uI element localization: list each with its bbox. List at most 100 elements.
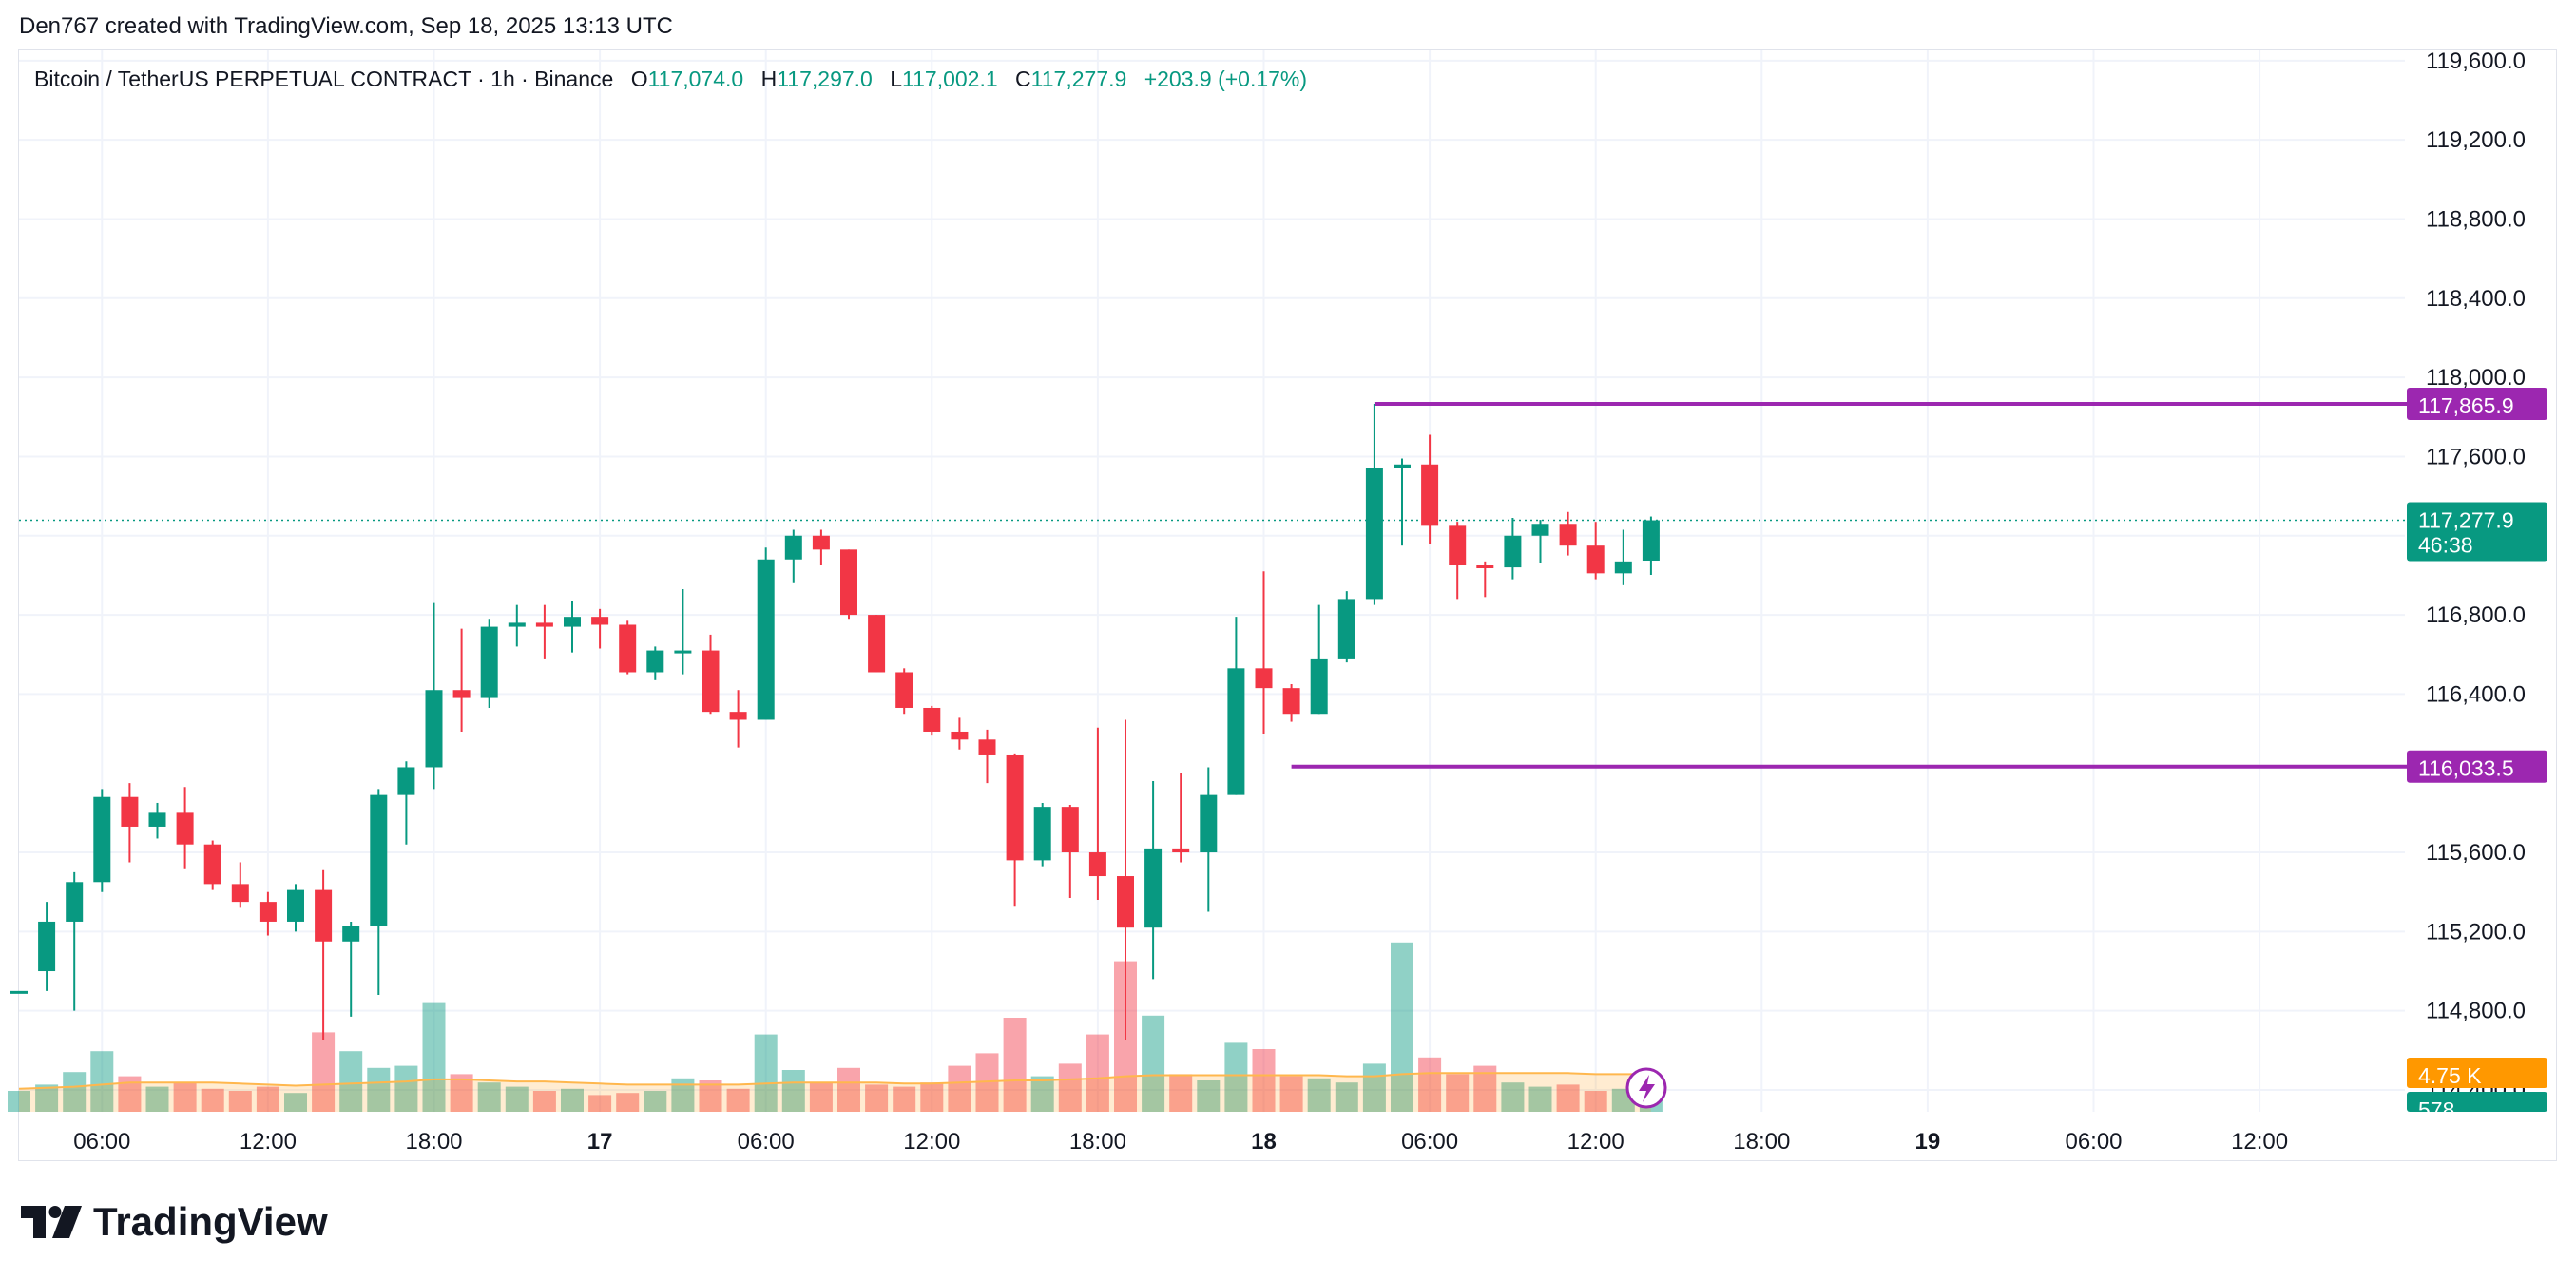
candle-body[interactable] [1200,794,1218,853]
candle-body[interactable] [812,535,830,550]
candle-body[interactable] [895,672,913,708]
candle-body[interactable] [508,622,526,627]
candle-body[interactable] [397,767,415,795]
candle-body[interactable] [535,622,553,627]
candle-body[interactable] [148,812,166,827]
candle-body[interactable] [591,617,609,625]
candle-body[interactable] [868,615,886,673]
volume-bar [505,1086,529,1112]
volume-bar [1391,942,1413,1112]
volume-ma-area [19,1073,1651,1112]
symbol-legend: Bitcoin / TetherUS PERPETUAL CONTRACT · … [34,67,1318,92]
price-tick-label: 115,600.0 [2426,840,2526,866]
candle-body[interactable] [452,690,471,698]
volume-bar [394,1065,418,1112]
candle-body[interactable] [1172,848,1190,853]
candle-body[interactable] [203,844,221,885]
candlestick-series [10,404,1660,1040]
candle-body[interactable] [231,884,249,903]
candle-body[interactable] [1614,561,1632,574]
chart-attribution: Den767 created with TradingView.com, Sep… [19,13,673,39]
volume-bar [1058,1063,1082,1112]
candle-body[interactable] [1559,524,1577,546]
volume-bar [893,1086,916,1112]
candle-body[interactable] [259,902,277,922]
volume-bar [1252,1049,1276,1112]
volume-bar [422,1002,446,1112]
axis-tags: 117,865.9 116,033.5 117,277.946:38 4.75 K 57… [2407,388,2547,1122]
price-tick-label: 118,000.0 [2426,365,2526,391]
candle-body[interactable] [619,624,637,673]
candle-body[interactable] [1421,464,1439,526]
candle-body[interactable] [66,882,84,922]
candle-body[interactable] [10,990,28,994]
price-tick-label: 119,200.0 [2426,127,2526,153]
candle-body[interactable] [93,796,111,883]
chart-grid [19,50,2405,1112]
candle-body[interactable] [176,812,194,845]
volume-bar [228,1091,252,1112]
change-value: +203.9 (+0.17%) [1144,67,1308,91]
volume-bar [1584,1091,1607,1112]
volume-bar [726,1088,750,1112]
candle-body[interactable] [784,535,802,560]
candle-body[interactable] [1227,668,1245,795]
volume-bar [256,1086,279,1112]
high-label: H [760,67,778,91]
candle-body[interactable] [1476,565,1494,569]
volume-bar [118,1076,142,1112]
candle-body[interactable] [1282,688,1300,715]
horizontal-levels [1291,402,2409,769]
candle-body[interactable] [315,889,333,942]
candle-body[interactable] [1144,848,1163,928]
chart-frame [18,49,2557,1161]
volume-bar [1556,1084,1580,1112]
candle-body[interactable] [674,650,692,654]
candle-body[interactable] [480,626,498,698]
candle-body[interactable] [1449,525,1467,566]
candle-body[interactable] [923,707,941,732]
volume-bar [1528,1086,1552,1112]
svg-text:46:38: 46:38 [2418,533,2473,558]
candle-body[interactable] [978,739,996,755]
volume-bar [1307,1078,1331,1112]
time-tick-label: 06:00 [2065,1129,2122,1155]
candle-body[interactable] [840,549,857,616]
candle-body[interactable] [121,796,139,827]
candle-body[interactable] [1531,524,1549,536]
candle-body[interactable] [1033,807,1051,861]
candle-body[interactable] [1365,468,1383,600]
symbol-info[interactable]: Bitcoin / TetherUS PERPETUAL CONTRACT · … [34,67,614,91]
candle-body[interactable] [370,794,388,926]
volume-bar [63,1072,87,1112]
candle-body[interactable] [702,650,720,713]
level-price-tag: 116,033.5 [2407,750,2547,783]
candle-body[interactable] [1504,535,1522,568]
candle-body[interactable] [757,559,775,720]
time-tick-label: 18 [1251,1129,1277,1155]
lightning-icon[interactable] [1625,1067,1667,1109]
candle-body[interactable] [1255,668,1273,689]
candle-body[interactable] [1061,807,1079,853]
time-tick-label: 12:00 [1567,1129,1624,1155]
candle-body[interactable] [1337,599,1355,659]
candle-body[interactable] [646,650,664,673]
candle-body[interactable] [38,921,56,972]
candle-body[interactable] [564,617,581,627]
candle-body[interactable] [1310,658,1328,715]
tradingview-brand[interactable]: TradingView [21,1199,328,1245]
candle-body[interactable] [287,889,304,922]
candle-body[interactable] [1088,852,1106,877]
candle-body[interactable] [342,926,360,942]
candle-body[interactable] [425,690,443,768]
candle-body[interactable] [951,731,969,740]
candle-body[interactable] [729,712,747,720]
candle-body[interactable] [1117,876,1134,928]
time-tick-label: 12:00 [2231,1129,2288,1155]
candle-body[interactable] [1586,545,1605,574]
candle-body[interactable] [1394,464,1411,468]
close-value: 117,277.9 [1030,67,1127,91]
candle-body[interactable] [1006,754,1024,861]
candle-body[interactable] [1642,520,1660,562]
